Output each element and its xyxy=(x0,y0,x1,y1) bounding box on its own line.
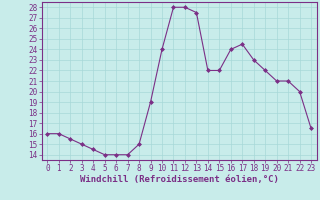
X-axis label: Windchill (Refroidissement éolien,°C): Windchill (Refroidissement éolien,°C) xyxy=(80,175,279,184)
